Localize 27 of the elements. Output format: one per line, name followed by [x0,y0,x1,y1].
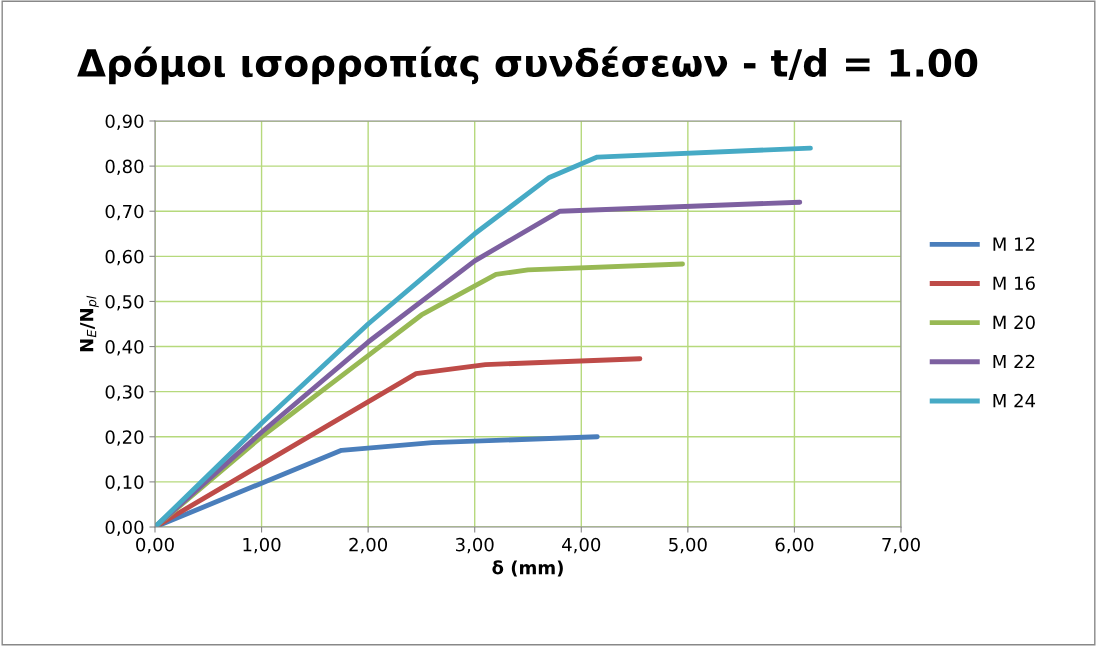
legend-label: M 22 [993,354,1035,369]
chart-title: Δρόμοι ισορροπίας συνδέσεων - t/d = 1.00 [77,46,978,85]
y-tick-label: 0,30 [105,385,144,401]
legend-label: M 20 [993,315,1035,330]
legend-label: M 16 [993,276,1035,291]
y-tick-label: 0,20 [105,430,144,446]
x-tick-label: 1,00 [243,537,281,554]
y-tick-label: 0,50 [105,294,144,311]
y-tick-label: 0,40 [105,340,144,356]
x-tick-label: 3,00 [455,537,494,554]
y-axis-title: N$_{E}$/N$_{pl}$ [80,295,99,352]
y-tick-label: 0,60 [105,249,144,266]
legend-label: M 24 [993,393,1036,408]
x-tick-label: 2,00 [349,537,388,554]
x-tick-label: 4,00 [562,537,601,554]
x-axis-title: δ (mm) [492,560,563,577]
x-tick-label: 6,00 [775,537,814,554]
x-tick-label: 7,00 [882,537,920,554]
legend-label: M 12 [993,237,1035,251]
y-tick-label: 0,10 [105,475,144,491]
x-tick-label: 5,00 [669,537,707,554]
y-tick-label: 0,80 [105,159,144,176]
y-tick-label: 0,90 [105,114,144,130]
x-tick-label: 0,00 [136,537,174,554]
y-tick-label: 0,00 [105,520,144,536]
y-tick-label: 0,70 [105,204,144,221]
line-series [155,145,813,527]
